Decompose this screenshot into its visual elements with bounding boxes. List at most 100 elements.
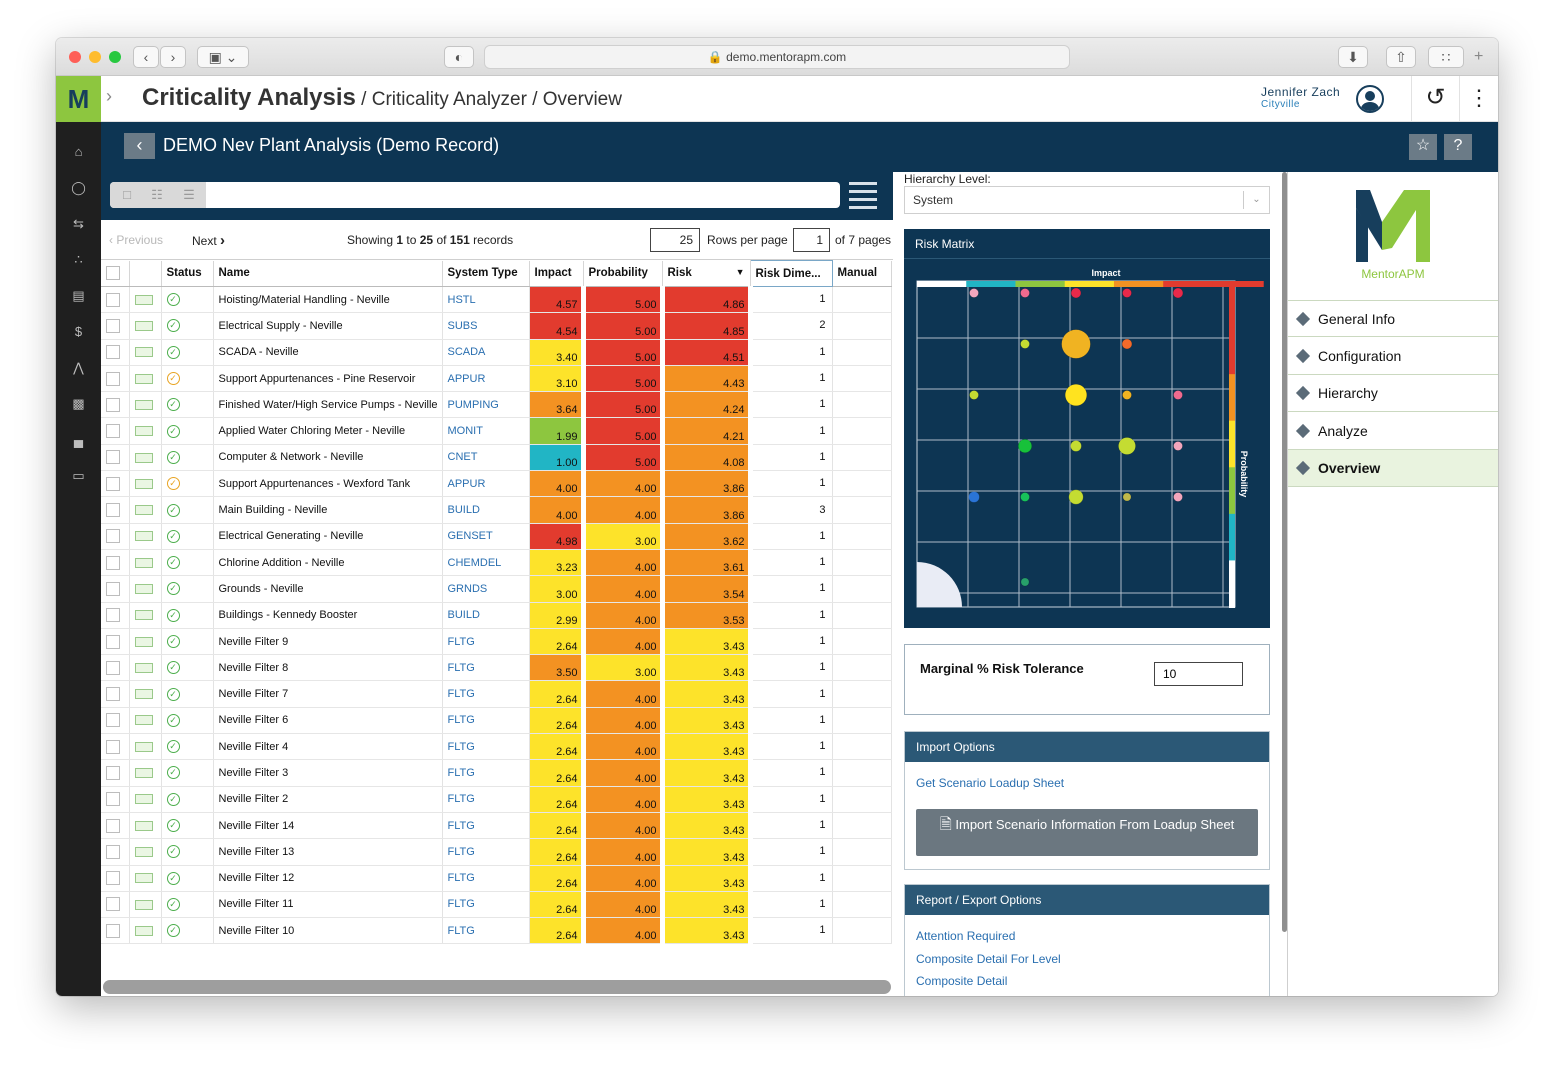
transfer-icon[interactable]: ⇆ — [73, 216, 84, 231]
row-name[interactable]: Neville Filter 12 — [213, 865, 443, 892]
row-name[interactable]: Neville Filter 14 — [213, 812, 443, 840]
row-checkbox[interactable] — [101, 444, 130, 472]
table-row[interactable]: ✓ SCADA - Neville SCADA 3.40 5.00 4.51 1 — [101, 339, 892, 366]
app-logo[interactable]: M — [56, 76, 101, 122]
row-system-type[interactable]: FLTG — [442, 707, 530, 735]
row-checkbox[interactable] — [101, 523, 130, 550]
row-system-type[interactable]: CNET — [442, 444, 530, 472]
page-number-input[interactable]: 1 — [793, 228, 830, 252]
table-row[interactable]: ✓ Neville Filter 2 FLTG 2.64 4.00 3.43 1 — [101, 786, 892, 813]
breadcrumb-analyzer[interactable]: Criticality Analyzer — [371, 89, 527, 110]
table-row[interactable]: ✓ Neville Filter 7 FLTG 2.64 4.00 3.43 1 — [101, 680, 892, 708]
table-row[interactable]: ✓ Support Appurtenances - Wexford Tank APP… — [101, 470, 892, 498]
row-checkbox[interactable] — [101, 549, 130, 577]
row-system-type[interactable]: FLTG — [442, 865, 530, 892]
breadcrumb-module[interactable]: Criticality Analysis — [142, 84, 356, 111]
table-row[interactable]: ✓ Electrical Generating - Neville GENSET 4.… — [101, 523, 892, 550]
column-impact[interactable]: Impact — [529, 260, 584, 287]
nav-overview[interactable]: Overview — [1288, 450, 1498, 487]
download-icon[interactable]: ⬇ — [1338, 46, 1368, 68]
composite-detail-level-link[interactable]: Composite Detail For Level — [916, 952, 1061, 966]
row-name[interactable]: Main Building - Neville — [213, 496, 443, 524]
edit-record-icon[interactable] — [129, 365, 162, 393]
edit-record-icon[interactable] — [129, 891, 162, 919]
row-name[interactable]: Neville Filter 7 — [213, 680, 443, 708]
favorite-star-icon[interactable]: ☆ — [1409, 134, 1437, 160]
row-system-type[interactable]: FLTG — [442, 812, 530, 840]
table-row[interactable]: ✓ Computer & Network - Neville CNET 1.00 5.0… — [101, 444, 892, 472]
edit-record-icon[interactable] — [129, 575, 162, 603]
row-system-type[interactable]: MONIT — [442, 417, 530, 445]
row-checkbox[interactable] — [101, 365, 130, 393]
row-system-type[interactable]: APPUR — [442, 470, 530, 498]
row-system-type[interactable]: FLTG — [442, 786, 530, 813]
composite-detail-link[interactable]: Composite Detail — [916, 974, 1008, 988]
row-system-type[interactable]: BUILD — [442, 602, 530, 629]
edit-record-icon[interactable] — [129, 680, 162, 708]
row-name[interactable]: Finished Water/High Service Pumps - Nevi… — [213, 391, 443, 419]
row-checkbox[interactable] — [101, 917, 130, 945]
row-system-type[interactable]: FLTG — [442, 891, 530, 919]
row-name[interactable]: SCADA - Neville — [213, 339, 443, 366]
edit-record-icon[interactable] — [129, 286, 162, 314]
edit-record-icon[interactable] — [129, 917, 162, 945]
globe-icon[interactable]: ◯ — [71, 180, 86, 195]
back-nav-icon[interactable]: ‹ — [133, 46, 159, 68]
url-bar[interactable]: 🔒 demo.mentorapm.com — [484, 45, 1070, 69]
row-name[interactable]: Neville Filter 9 — [213, 628, 443, 656]
horizontal-scrollbar[interactable] — [103, 980, 891, 994]
rows-per-page-input[interactable]: 25 — [650, 228, 700, 252]
chevron-down-icon[interactable]: ⌄ — [1243, 191, 1269, 209]
row-checkbox[interactable] — [101, 786, 130, 813]
minimize-window-button[interactable] — [89, 51, 101, 63]
row-name[interactable]: Buildings - Kennedy Booster — [213, 602, 443, 629]
forward-nav-icon[interactable]: › — [160, 46, 186, 68]
row-system-type[interactable]: APPUR — [442, 365, 530, 393]
row-system-type[interactable]: FLTG — [442, 759, 530, 787]
nav-analyze[interactable]: Analyze — [1288, 413, 1498, 450]
row-checkbox[interactable] — [101, 707, 130, 735]
row-checkbox[interactable] — [101, 391, 130, 419]
table-row[interactable]: ✓ Neville Filter 12 FLTG 2.64 4.00 3.43 1 — [101, 865, 892, 892]
row-checkbox[interactable] — [101, 865, 130, 892]
row-system-type[interactable]: GRNDS — [442, 575, 530, 603]
edit-record-icon[interactable] — [129, 549, 162, 577]
table-row[interactable]: ✓ Neville Filter 14 FLTG 2.64 4.00 3.43 1 — [101, 812, 892, 840]
list-view-icon[interactable] — [849, 180, 879, 210]
edit-record-icon[interactable] — [129, 628, 162, 656]
next-page-button[interactable]: Next › — [192, 232, 226, 249]
row-checkbox[interactable] — [101, 812, 130, 840]
select-all-checkbox[interactable] — [101, 260, 130, 287]
row-name[interactable]: Grounds - Neville — [213, 575, 443, 603]
edit-record-icon[interactable] — [129, 812, 162, 840]
table-row[interactable]: ✓ Support Appurtenances - Pine Reservoir A… — [101, 365, 892, 393]
edit-record-icon[interactable] — [129, 838, 162, 866]
row-checkbox[interactable] — [101, 286, 130, 314]
edit-record-icon[interactable] — [129, 417, 162, 445]
row-name[interactable]: Neville Filter 3 — [213, 759, 443, 787]
table-row[interactable]: ✓ Electrical Supply - Neville SUBS 4.54 5.00… — [101, 312, 892, 340]
edit-record-icon[interactable] — [129, 339, 162, 366]
table-row[interactable]: ✓ Neville Filter 10 FLTG 2.64 4.00 3.43 1 — [101, 917, 892, 945]
new-tab-icon[interactable]: + — [1474, 48, 1484, 65]
edit-record-icon[interactable] — [129, 654, 162, 682]
row-name[interactable]: Hoisting/Material Handling - Neville — [213, 286, 443, 314]
row-checkbox[interactable] — [101, 733, 130, 761]
share-icon[interactable]: ⇧ — [1386, 46, 1416, 68]
table-row[interactable]: ✓ Neville Filter 3 FLTG 2.64 4.00 3.43 1 — [101, 759, 892, 787]
table-row[interactable]: ✓ Buildings - Kennedy Booster BUILD 2.99 4.0… — [101, 602, 892, 629]
row-system-type[interactable]: GENSET — [442, 523, 530, 550]
zoom-window-button[interactable] — [109, 51, 121, 63]
row-checkbox[interactable] — [101, 680, 130, 708]
edit-record-icon[interactable] — [129, 865, 162, 892]
row-name[interactable]: Support Appurtenances - Wexford Tank — [213, 470, 443, 498]
briefcase-icon[interactable]: ▤ — [72, 288, 85, 303]
row-name[interactable]: Neville Filter 13 — [213, 838, 443, 866]
edit-record-icon[interactable] — [129, 312, 162, 340]
sidebar-toggle-icon[interactable]: ▣ ⌄ — [197, 46, 249, 68]
nav-configuration[interactable]: Configuration — [1288, 338, 1498, 375]
edit-record-icon[interactable] — [129, 786, 162, 813]
filter-list-icon[interactable]: ☰ — [183, 187, 195, 202]
hierarchy-level-select[interactable]: System ⌄ — [904, 186, 1270, 214]
row-system-type[interactable]: FLTG — [442, 917, 530, 945]
